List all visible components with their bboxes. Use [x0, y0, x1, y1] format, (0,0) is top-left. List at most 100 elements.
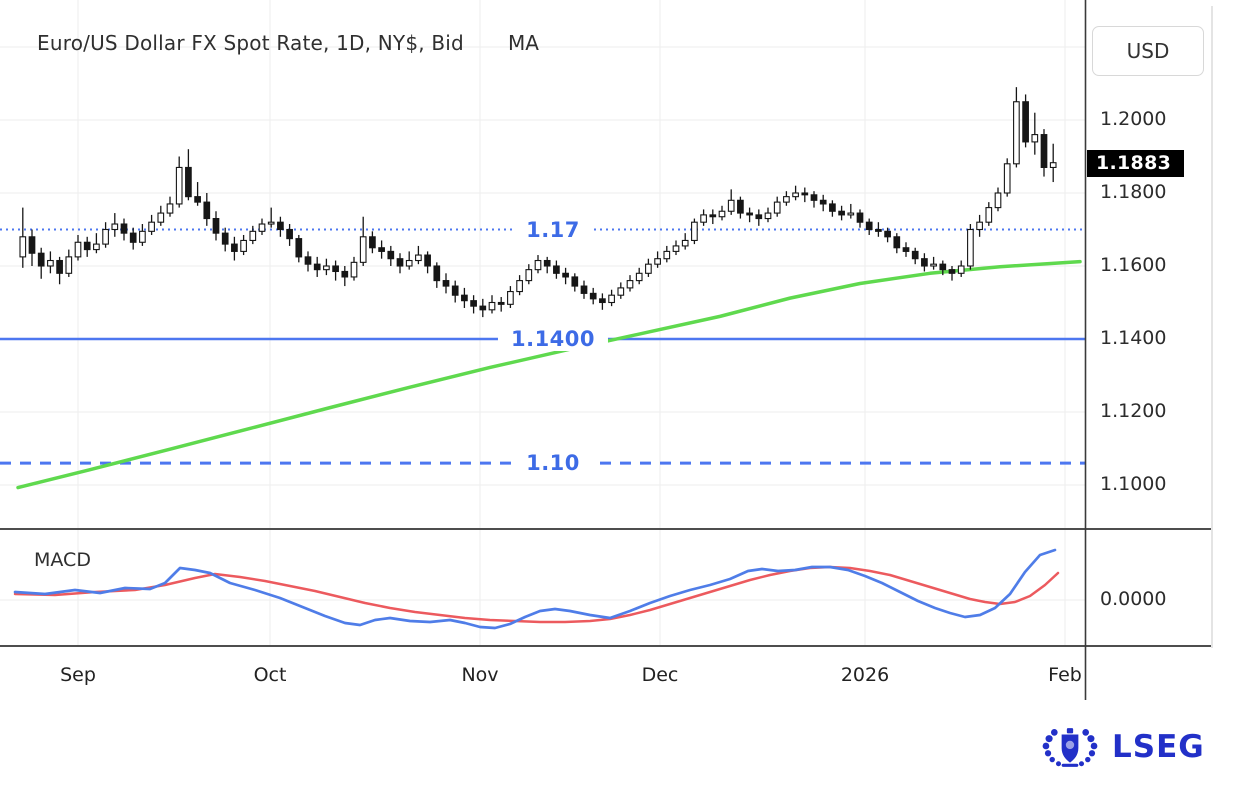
candle-down: [1022, 101, 1029, 143]
candle-up: [74, 241, 82, 258]
lseg-logo: LSEG: [1038, 724, 1205, 770]
candle-down: [921, 258, 928, 267]
macd-zero-tick-label: 0.0000: [1100, 588, 1167, 610]
time-tick-label-Sep: Sep: [60, 664, 96, 686]
candle-down: [948, 269, 956, 274]
price-tick-label: 1.1400: [1100, 327, 1167, 349]
price-tick-label: 1.1000: [1100, 473, 1167, 495]
candle-down: [387, 250, 395, 260]
time-tick-label-Oct: Oct: [253, 664, 287, 686]
candle-down: [313, 263, 321, 271]
candle-up: [249, 230, 257, 241]
candle-up: [47, 259, 54, 267]
level-label-1.17: 1.17: [513, 217, 593, 242]
candle-down: [378, 247, 385, 252]
candle-up: [93, 243, 100, 251]
ma-indicator-label[interactable]: MA: [507, 31, 539, 55]
candle-down: [939, 263, 947, 271]
candle-down: [194, 196, 201, 203]
candle-up: [240, 239, 247, 252]
candle-up: [976, 221, 983, 231]
candle-down: [341, 270, 349, 278]
candle-up: [967, 228, 974, 267]
last-price-badge: 1.1883: [1087, 149, 1184, 177]
candle-down: [1040, 134, 1048, 169]
candle-down: [589, 292, 597, 300]
candle-down: [212, 218, 220, 234]
candle-down: [819, 199, 827, 205]
price-tick-label: 1.1800: [1100, 181, 1167, 203]
candle-up: [773, 201, 781, 214]
macd-indicator-label[interactable]: MACD: [34, 549, 91, 571]
candle-down: [56, 259, 63, 274]
candle-down: [865, 221, 873, 231]
candle-down: [28, 236, 36, 254]
candle-up: [672, 245, 680, 252]
candle-down: [801, 192, 809, 196]
candle-down: [277, 221, 284, 231]
candle-down: [497, 301, 505, 305]
currency-selector-button[interactable]: USD: [1092, 26, 1204, 76]
price-tick-label: 1.1600: [1100, 254, 1167, 276]
candle-up: [783, 196, 790, 203]
candle-up: [111, 223, 119, 231]
candle-up: [1013, 101, 1020, 165]
candle-down: [369, 236, 376, 249]
time-axis[interactable]: Sep Oct Nov Dec 2026 Feb: [0, 647, 1085, 700]
time-tick-label-Nov: Nov: [461, 664, 499, 686]
candle-down: [185, 166, 192, 198]
candle-up: [718, 210, 726, 218]
candle-up: [166, 203, 174, 214]
candle-up: [258, 223, 266, 232]
macd-signal-line: [13, 565, 1060, 624]
candle-down: [231, 243, 238, 252]
candle-down: [571, 276, 579, 287]
candle-down: [203, 201, 211, 220]
candle-up: [994, 192, 1002, 209]
candle-down: [553, 265, 560, 274]
candle-up: [157, 212, 165, 223]
candle-down: [433, 265, 441, 282]
candle-down: [829, 203, 836, 212]
candle-down: [562, 272, 569, 278]
candle-up: [350, 261, 358, 278]
candle-down: [599, 298, 606, 304]
candle-up: [139, 230, 146, 243]
candle-down: [221, 232, 229, 245]
price-axis[interactable]: 1.2000 1.1800 1.1600 1.1400 1.1200 1.1000 0.00…: [1086, 0, 1234, 700]
candle-up: [681, 239, 689, 247]
candle-down: [902, 247, 910, 252]
candle-up: [985, 207, 993, 223]
candle-up: [148, 221, 155, 232]
chart-legend: Euro/US Dollar FX Spot Rate, 1D, NY$, Bi…: [37, 31, 539, 55]
candle-down: [461, 294, 468, 302]
macd-line: [13, 548, 1057, 630]
candle-down: [295, 238, 303, 258]
candle-down: [120, 223, 128, 234]
candle-down: [911, 250, 919, 260]
price-tick-label: 1.1200: [1100, 400, 1167, 422]
candle-up: [488, 301, 496, 311]
candle-up: [534, 259, 542, 271]
candle-down: [746, 212, 753, 216]
candle-down: [856, 212, 864, 223]
candle-up: [516, 280, 523, 293]
candle-up: [608, 294, 615, 304]
candle-up: [700, 214, 707, 223]
candle-up: [405, 259, 413, 267]
candle-down: [442, 280, 450, 287]
candle-down: [755, 214, 763, 220]
candle-up: [1049, 162, 1057, 169]
lseg-logo-text: LSEG: [1112, 729, 1205, 765]
candle-up: [507, 290, 514, 305]
candle-down: [479, 305, 487, 311]
candle-up: [645, 263, 652, 274]
candle-up: [323, 265, 330, 271]
price-tick-label: 1.2000: [1100, 108, 1167, 130]
candle-up: [930, 263, 937, 267]
level-label-1.10: 1.10: [513, 451, 593, 476]
candle-up: [847, 212, 855, 216]
lseg-crest-icon: [1042, 728, 1098, 767]
